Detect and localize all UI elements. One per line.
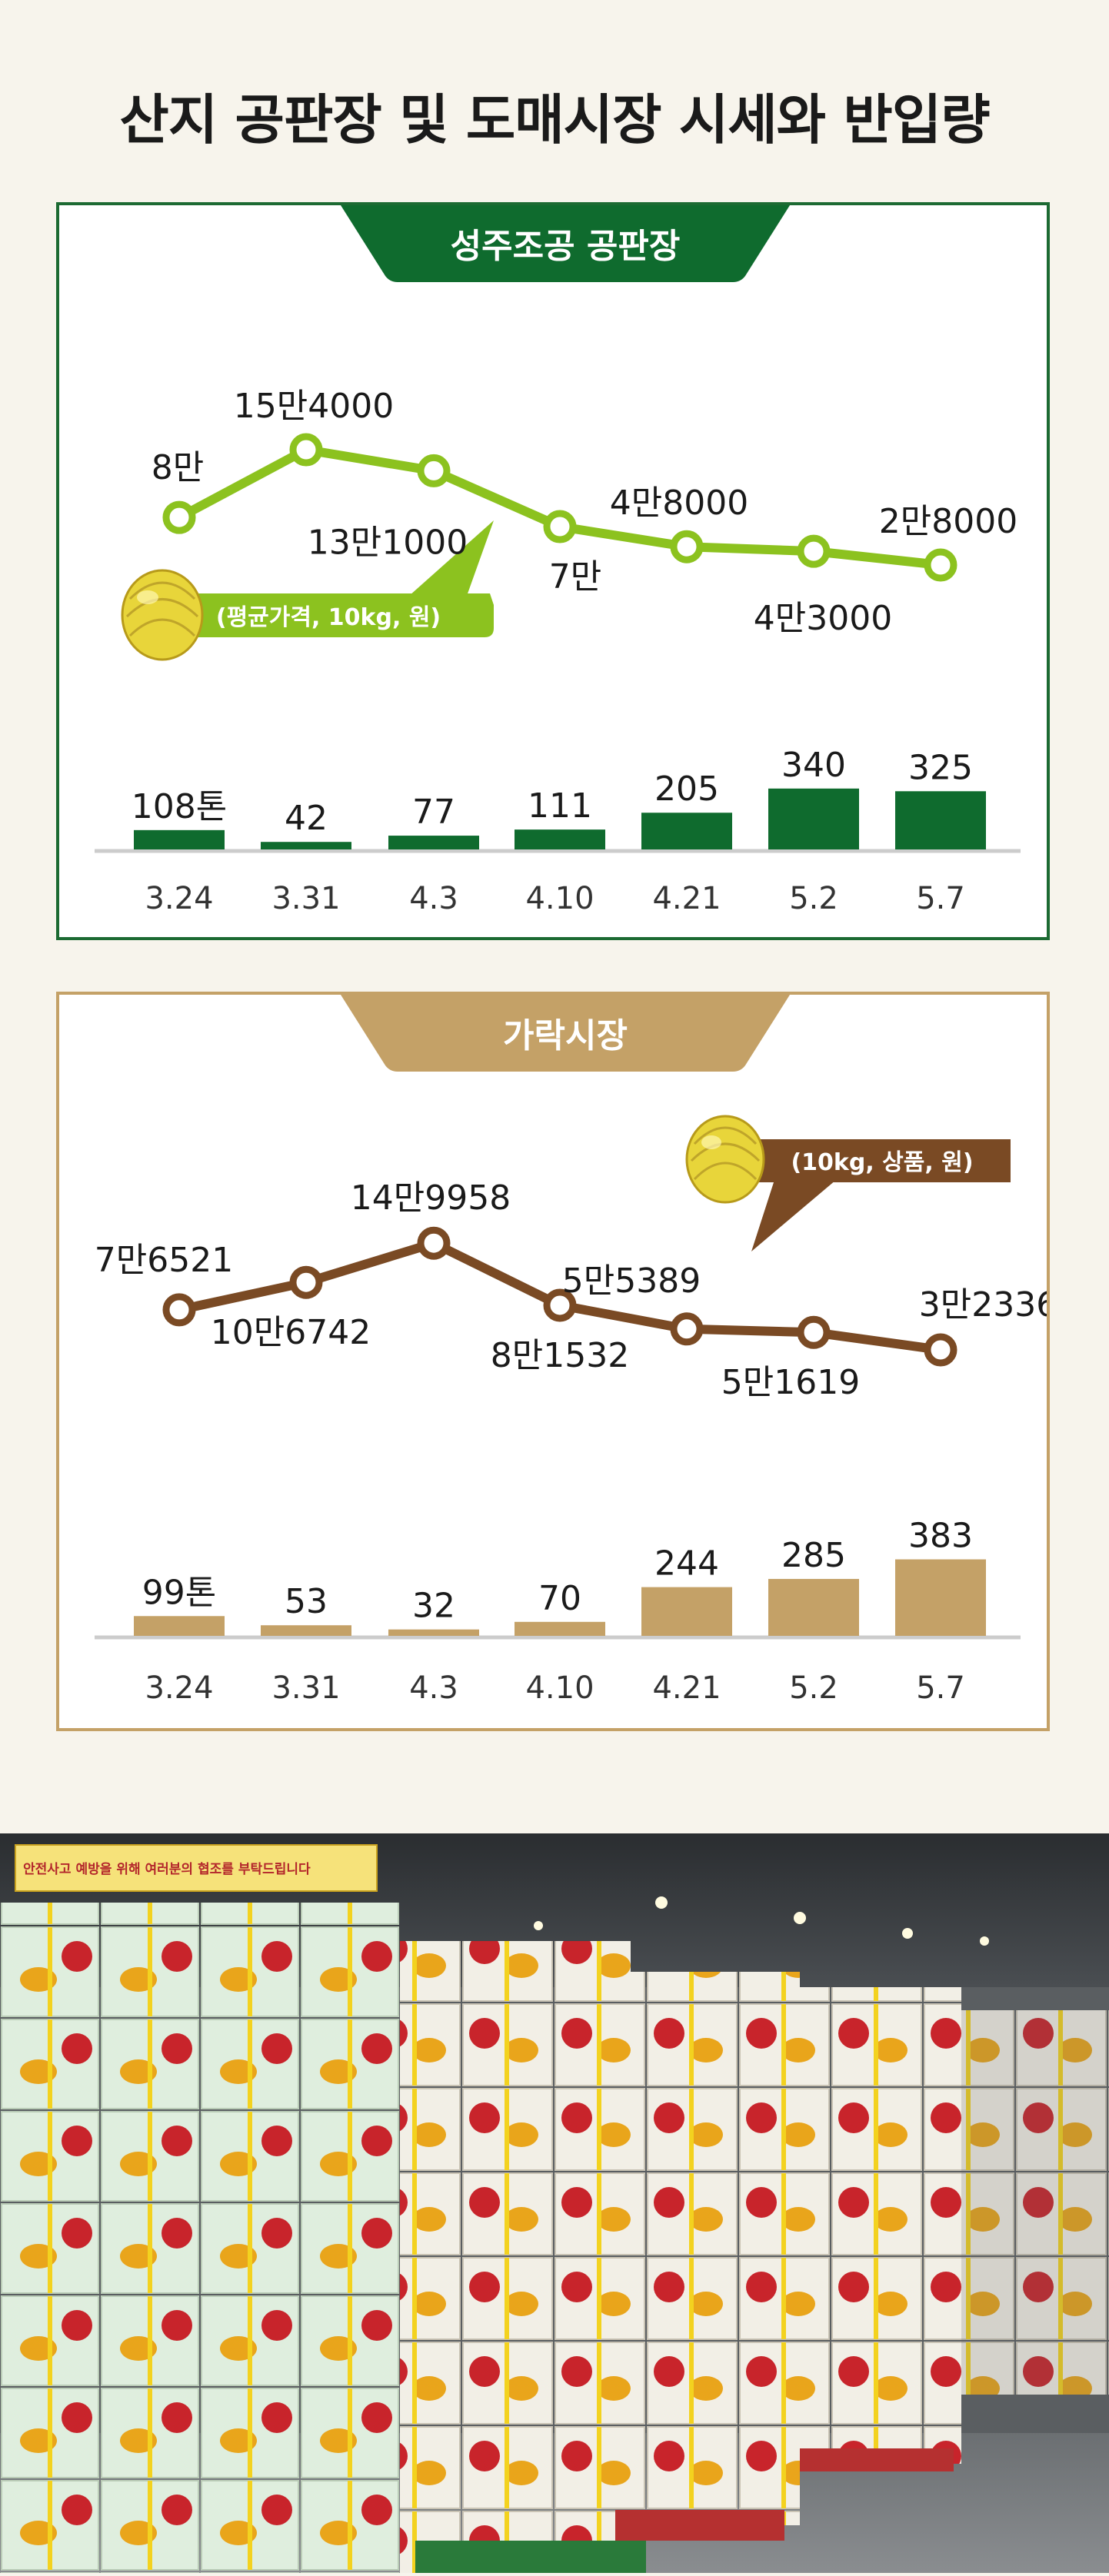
volume-bar <box>134 1616 225 1636</box>
volume-label: 53 <box>285 1582 328 1621</box>
category-label: 3.24 <box>145 1670 213 1706</box>
chart-title-tab <box>341 995 790 1072</box>
price-label: 8만 <box>152 448 204 487</box>
market-photo-illustration: 안전사고 예방을 위해 여러분의 협조를 부탁드립니다 <box>0 1833 1109 2573</box>
melon-icon <box>121 569 204 661</box>
category-label: 4.3 <box>409 1670 458 1706</box>
price-label: 8만1532 <box>491 1336 629 1375</box>
market-photo: 안전사고 예방을 위해 여러분의 협조를 부탁드립니다 <box>0 1833 1109 2573</box>
price-point <box>289 1265 323 1299</box>
price-point <box>543 1288 577 1322</box>
volume-label: 42 <box>285 799 328 838</box>
price-point <box>797 534 831 568</box>
price-label: 15만4000 <box>234 387 394 426</box>
volume-bar <box>134 829 225 849</box>
category-label: 3.24 <box>145 881 213 916</box>
price-label: 7만 <box>549 557 601 597</box>
price-label: 7만6521 <box>95 1241 233 1280</box>
price-label: 10만6742 <box>211 1313 371 1352</box>
chart-panel-garak: 가락시장 (10kg, 상품, 원) 99톤 53 32 70 244 285 383 7만… <box>56 992 1050 1731</box>
price-point <box>924 1333 957 1367</box>
price-legend-callout: (평균가격, 10kg, 원) <box>190 520 494 637</box>
volume-bar <box>641 1587 732 1636</box>
ceiling-lights <box>534 1896 989 1946</box>
category-label: 5.7 <box>916 881 965 916</box>
chart-panel-seongju: 성주조공 공판장 (평균가격, 10kg, 원) 108톤 42 77 111 205 3… <box>56 202 1050 940</box>
volume-label: 108톤 <box>132 787 227 826</box>
volume-bar <box>895 791 986 849</box>
price-point <box>162 1293 196 1327</box>
volume-label: 77 <box>412 793 455 832</box>
category-label: 4.3 <box>409 881 458 916</box>
volume-label: 285 <box>781 1536 846 1575</box>
price-point <box>670 530 704 563</box>
volume-bar <box>641 813 732 849</box>
chart-title: 성주조공 공판장 <box>451 227 681 266</box>
volume-bar <box>261 842 351 849</box>
category-label: 5.2 <box>789 1670 838 1706</box>
volume-label: 244 <box>654 1544 719 1584</box>
volume-label: 111 <box>528 786 592 826</box>
volume-label: 340 <box>781 746 846 785</box>
category-label: 5.2 <box>789 881 838 916</box>
volume-bar <box>895 1559 986 1636</box>
price-point <box>924 548 957 582</box>
price-label: 5만5389 <box>562 1261 701 1301</box>
volume-label: 99톤 <box>142 1573 216 1612</box>
volume-bar <box>515 829 605 849</box>
volume-bar <box>515 1621 605 1636</box>
volume-label: 325 <box>908 748 973 787</box>
volume-bar <box>261 1625 351 1636</box>
price-label: 3만2336 <box>919 1285 1047 1325</box>
category-label: 3.31 <box>271 1670 340 1706</box>
price-point <box>417 1226 451 1260</box>
volume-bar <box>768 788 859 849</box>
price-label: 5만1619 <box>721 1363 860 1402</box>
price-legend-label: (평균가격, 10kg, 원) <box>216 604 441 631</box>
price-label: 2만8000 <box>879 502 1017 541</box>
volume-bar <box>768 1578 859 1636</box>
safety-banner-text: 안전사고 예방을 위해 여러분의 협조를 부탁드립니다 <box>23 1861 311 1877</box>
volume-label: 383 <box>908 1516 973 1555</box>
page-title: 산지 공판장 및 도매시장 시세와 반입량 <box>119 88 990 151</box>
safety-banner <box>15 1844 378 1892</box>
volume-bar <box>388 1629 479 1636</box>
price-point <box>797 1315 831 1349</box>
melon-icon <box>685 1115 765 1204</box>
volume-bar <box>388 836 479 849</box>
volume-label: 205 <box>654 769 719 809</box>
price-label: 4만8000 <box>610 484 748 523</box>
price-label: 13만1000 <box>308 523 468 562</box>
price-point <box>417 454 451 487</box>
price-point <box>670 1312 704 1346</box>
volume-label: 32 <box>412 1587 455 1626</box>
price-point <box>162 500 196 534</box>
price-label: 4만3000 <box>754 599 892 638</box>
price-label: 14만9958 <box>351 1178 511 1218</box>
category-label: 4.10 <box>525 1670 594 1706</box>
chart-title-tab <box>341 205 790 282</box>
chart-garak: 가락시장 (10kg, 상품, 원) 99톤 53 32 70 244 285 383 7만… <box>95 995 1047 1706</box>
category-label: 4.21 <box>652 1670 721 1706</box>
price-legend-callout: (10kg, 상품, 원) <box>741 1139 1011 1251</box>
volume-label: 70 <box>538 1579 581 1618</box>
price-legend-label: (10kg, 상품, 원) <box>791 1149 973 1176</box>
chart-seongju: 성주조공 공판장 (평균가격, 10kg, 원) 108톤 42 77 111 205 3… <box>95 205 1021 916</box>
chart-title: 가락시장 <box>503 1016 628 1055</box>
price-point <box>543 510 577 543</box>
category-label: 4.21 <box>652 881 721 916</box>
category-label: 3.31 <box>271 881 340 916</box>
price-point <box>289 433 323 467</box>
category-label: 4.10 <box>525 881 594 916</box>
category-label: 5.7 <box>916 1670 965 1706</box>
